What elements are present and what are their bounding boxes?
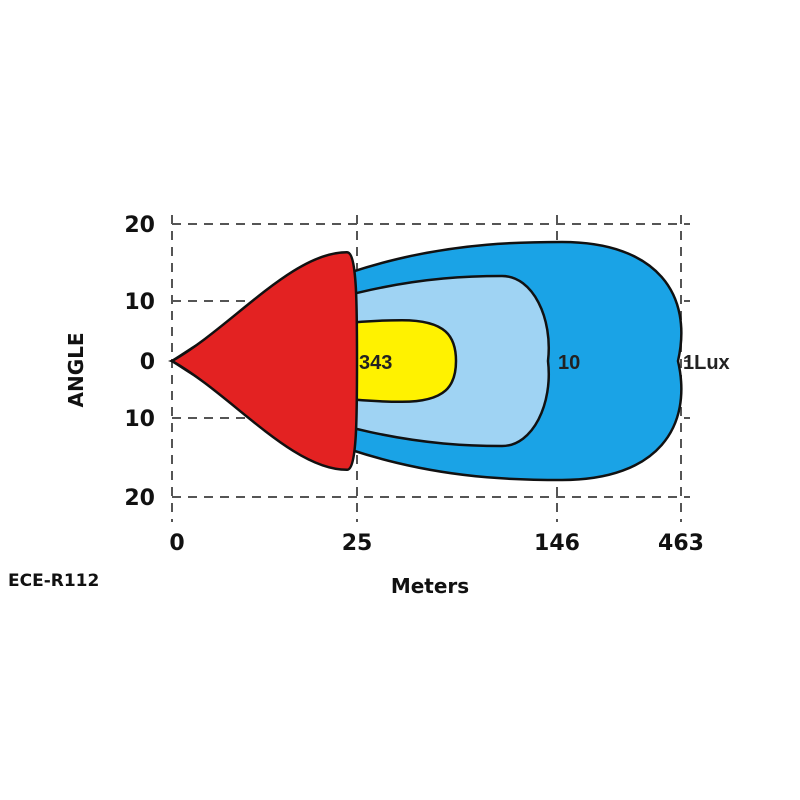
- x-tick-label: 0: [169, 531, 184, 556]
- zone-labels: 1Lux 10 343: [359, 352, 730, 374]
- y-tick-labels: 20 10 0 10 20: [124, 213, 155, 511]
- x-tick-label: 146: [534, 531, 580, 556]
- y-tick-label: 10: [124, 407, 155, 432]
- x-tick-labels: 0 25 146 463: [169, 531, 704, 556]
- standard-label: ECE-R112: [8, 571, 99, 591]
- x-tick-label: 25: [342, 531, 373, 556]
- y-tick-label: 20: [124, 486, 155, 511]
- zone-label: 1Lux: [683, 352, 730, 374]
- x-tick-label: 463: [658, 531, 704, 556]
- x-axis-title: Meters: [391, 574, 469, 598]
- y-axis-title: ANGLE: [64, 332, 88, 407]
- y-tick-label: 20: [124, 213, 155, 238]
- beam-zones: [167, 240, 683, 482]
- y-tick-label: 10: [124, 290, 155, 315]
- y-tick-label: 0: [140, 350, 155, 375]
- zone-label: 10: [558, 352, 580, 374]
- zone-label: 343: [359, 352, 392, 374]
- zone-4: [169, 250, 359, 472]
